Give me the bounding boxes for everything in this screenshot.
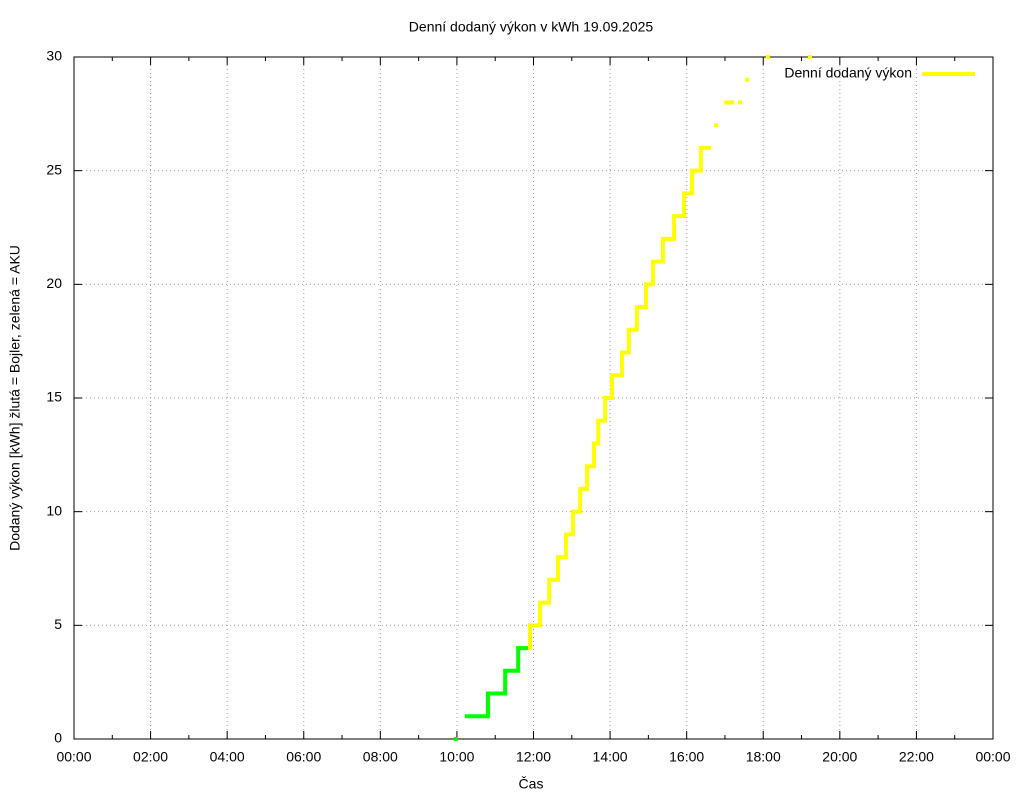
data-line (464, 646, 529, 719)
x-tick-label: 08:00 (363, 749, 398, 765)
x-tick-label: 18:00 (746, 749, 781, 765)
y-tick-label: 20 (46, 275, 62, 291)
x-tick-label: 22:00 (899, 749, 934, 765)
x-tick-label: 20:00 (822, 749, 857, 765)
x-tick-label: 10:00 (439, 749, 474, 765)
chart-title: Denní dodaný výkon v kWh 19.09.2025 (409, 19, 654, 35)
y-tick-label: 15 (46, 389, 62, 405)
y-tick-label: 25 (46, 161, 62, 177)
y-tick-label: 10 (46, 502, 62, 518)
x-tick-label: 00:00 (975, 749, 1010, 765)
x-tick-label: 12:00 (516, 749, 551, 765)
y-axis-label: Dodaný výkon [kWh] žlutá = Bojler, zelen… (7, 245, 23, 551)
y-tick-label: 0 (54, 730, 62, 746)
x-tick-label: 14:00 (593, 749, 628, 765)
legend-label: Denní dodaný výkon (784, 65, 912, 81)
data-line (528, 145, 712, 651)
y-tick-label: 5 (54, 616, 62, 632)
x-tick-label: 00:00 (56, 749, 91, 765)
x-tick-label: 04:00 (210, 749, 245, 765)
x-tick-label: 06:00 (286, 749, 321, 765)
x-tick-label: 02:00 (133, 749, 168, 765)
x-tick-label: 16:00 (669, 749, 704, 765)
x-axis-label: Čas (519, 776, 544, 792)
plot-frame (73, 56, 994, 740)
y-tick-label: 30 (46, 48, 62, 64)
